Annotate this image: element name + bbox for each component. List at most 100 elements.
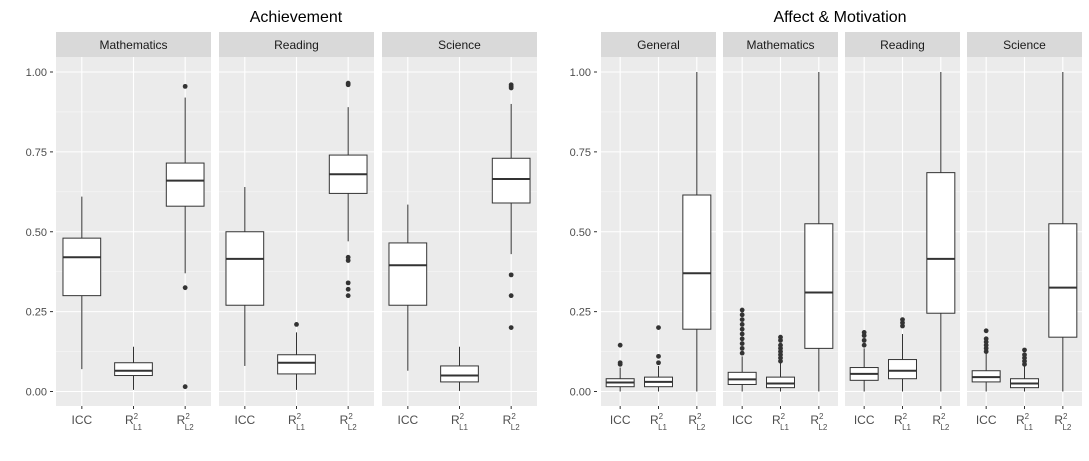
box-icc (62, 196, 102, 370)
box-rl1 (114, 346, 153, 390)
box-iqr (114, 362, 153, 377)
outlier-point (617, 360, 623, 366)
chart-title: Affect & Motivation (773, 9, 906, 26)
x-tick-label: ICC (976, 413, 997, 427)
x-tick-label: ICC (71, 413, 92, 427)
outlier-point (739, 307, 745, 313)
outlier-point (739, 345, 745, 351)
y-tick-label: 0.25 (570, 307, 591, 319)
box-iqr (888, 359, 917, 380)
x-tick-label-subscript: L2 (818, 423, 827, 432)
box-iqr (491, 157, 531, 204)
x-tick-label-main: ICC (234, 413, 255, 427)
outlier-point (739, 312, 745, 318)
x-tick-label-subscript: L1 (658, 423, 667, 432)
outlier-point (739, 326, 745, 332)
box-iqr (225, 231, 265, 306)
x-tick-label-main: R (894, 413, 903, 427)
y-tick-label: 1.00 (570, 67, 591, 79)
box-iqr (388, 242, 428, 306)
outlier-point (739, 317, 745, 323)
outlier-point (861, 329, 867, 335)
outlier-point (656, 353, 661, 359)
outlier-point (345, 293, 351, 299)
outlier-point (778, 334, 783, 340)
facet-strip (601, 32, 716, 57)
x-tick-label-superscript: 2 (460, 412, 465, 421)
x-tick-label-main: R (503, 413, 512, 427)
facet-strip (845, 32, 960, 57)
box-rl1 (888, 317, 917, 392)
outlier-point (739, 350, 745, 356)
box-rl2 (165, 83, 205, 390)
x-tick-label: R2 L2 (503, 412, 521, 432)
x-tick-label-main: R (688, 413, 697, 427)
facet-strip-label: Reading (274, 38, 319, 52)
x-tick-label-subscript: L2 (1062, 423, 1071, 432)
box-icc (849, 329, 879, 392)
x-tick-label-superscript: 2 (134, 412, 139, 421)
facet-strip-label: Mathematics (99, 38, 167, 52)
box-rl2 (804, 72, 834, 392)
outlier-point (345, 82, 351, 88)
y-tick-label: 0.00 (26, 387, 47, 399)
x-tick-label: R2 L1 (451, 412, 469, 432)
facet-strip (967, 32, 1082, 57)
x-tick-label: ICC (732, 413, 753, 427)
x-tick-label-main: ICC (71, 413, 92, 427)
outlier-point (345, 286, 351, 292)
x-tick-label-main: R (288, 413, 297, 427)
x-tick-label-main: R (932, 413, 941, 427)
outlier-point (1022, 352, 1027, 358)
y-tick-label: 0.75 (26, 147, 47, 159)
box-rl2 (926, 72, 956, 392)
box-rl2 (682, 72, 712, 392)
outlier-point (294, 322, 299, 327)
box-rl2 (491, 82, 531, 330)
box-icc (388, 204, 428, 371)
box-rl2 (1048, 72, 1078, 392)
x-tick-label-main: R (772, 413, 781, 427)
facet-strip-label: Science (1003, 38, 1046, 52)
outlier-point (739, 322, 745, 327)
y-tick-label: 1.00 (26, 67, 47, 79)
box-iqr (926, 172, 956, 314)
x-tick-label-main: R (810, 413, 819, 427)
outlier-point (778, 342, 783, 348)
box-rl2 (328, 80, 368, 299)
chart-group-1: Affect & Motivation 0.00 0.25 0.50 0.75 1.00 G… (570, 9, 1082, 432)
x-tick-label-main: R (451, 413, 460, 427)
outlier-point (861, 342, 867, 348)
x-tick-label: ICC (610, 413, 631, 427)
facet-strip-label: Mathematics (746, 38, 814, 52)
outlier-point (508, 325, 514, 330)
chart-title: Achievement (250, 9, 343, 26)
y-tick-label: 0.00 (570, 387, 591, 399)
outlier-point (739, 341, 745, 346)
x-tick-label: R2 L1 (125, 412, 143, 432)
outlier-point (1022, 347, 1027, 353)
y-tick-label: 0.25 (26, 307, 47, 319)
x-tick-label-main: ICC (854, 413, 875, 427)
box-iqr (766, 376, 795, 389)
outlier-point (656, 325, 661, 330)
box-icc (727, 307, 757, 392)
x-tick-label: R2 L2 (340, 412, 358, 432)
facet-panel-mathematics: Mathematics ICC R2 L1 R2 L2 (56, 32, 211, 432)
x-tick-label-main: ICC (976, 413, 997, 427)
outlier-point (617, 342, 623, 348)
outlier-point (345, 258, 351, 263)
x-tick-label: R2 L1 (288, 412, 306, 432)
x-tick-label-superscript: 2 (511, 412, 516, 421)
x-tick-label-main: R (125, 413, 134, 427)
facet-strip-label: Science (438, 38, 481, 52)
y-tick-label: 0.75 (570, 147, 591, 159)
x-tick-label: R2 L1 (894, 412, 912, 432)
x-tick-label: R2 L2 (177, 412, 195, 432)
outlier-point (182, 384, 188, 390)
outlier-point (900, 317, 905, 323)
box-iqr (165, 162, 205, 207)
x-tick-label-main: R (177, 413, 186, 427)
